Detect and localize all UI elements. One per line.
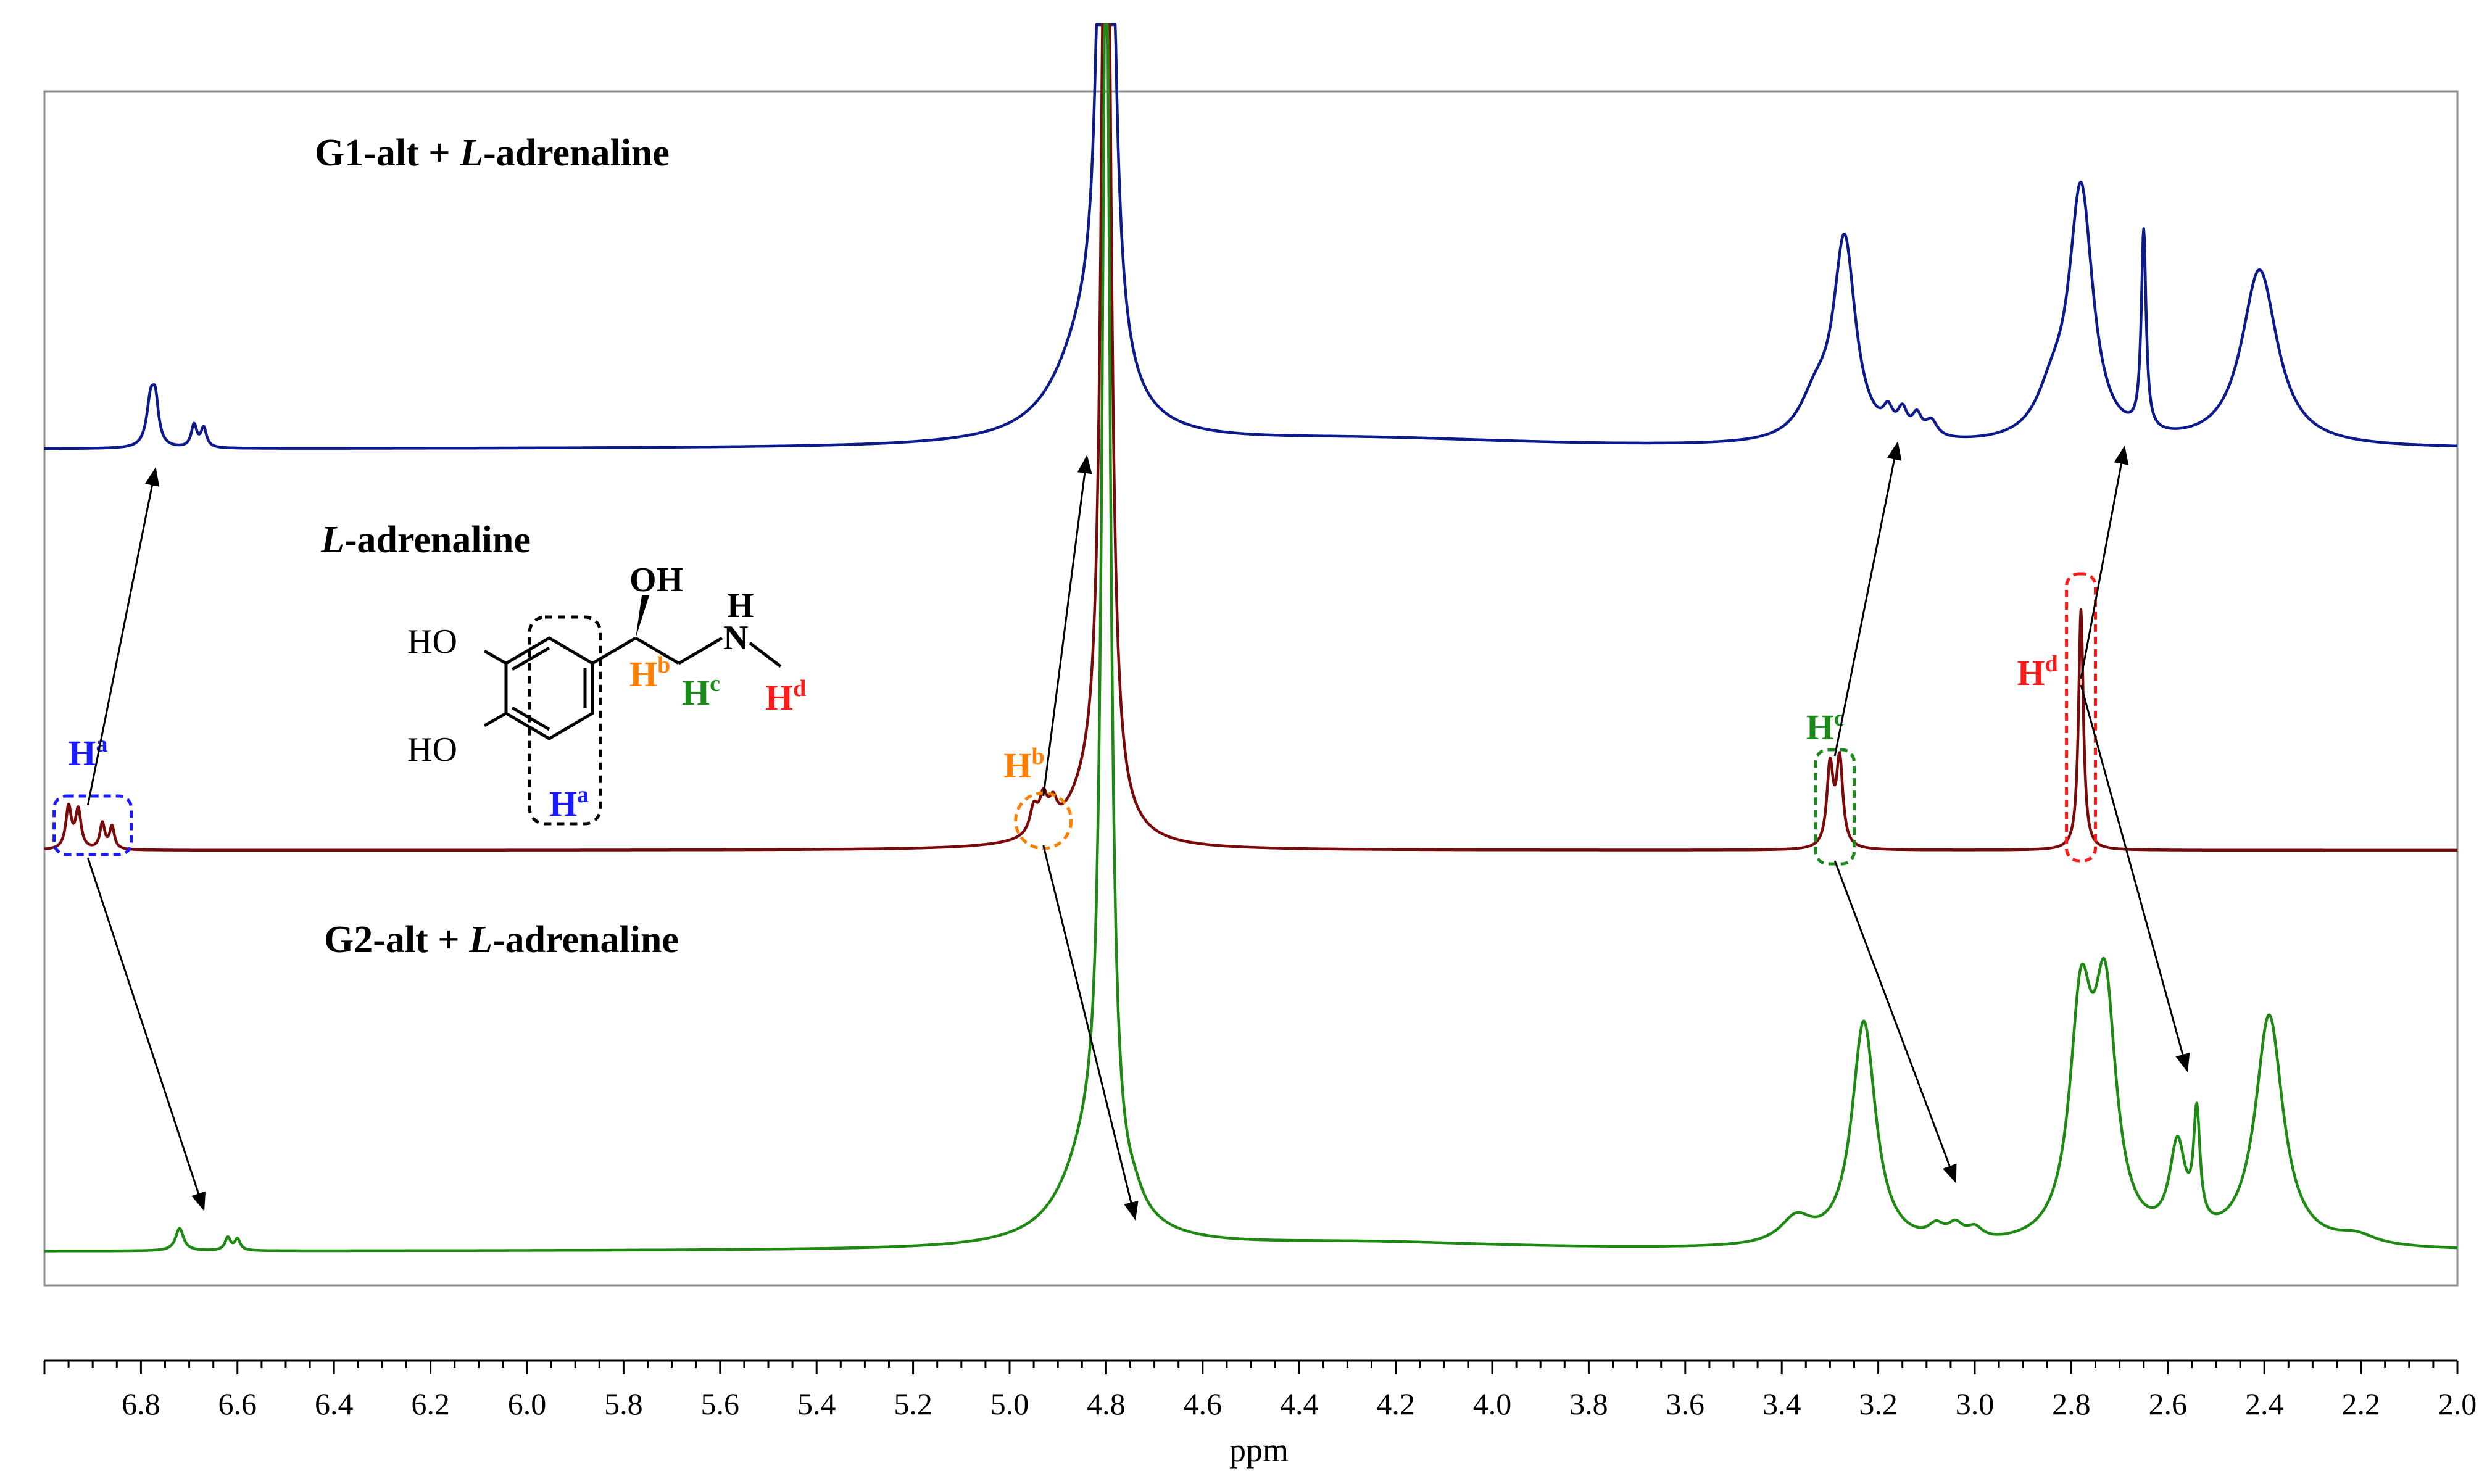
x-tick-label: 5.6 [701,1387,740,1421]
peak-label-ha: Ha [68,731,107,773]
structure-proton-label-c: Hc [682,671,720,713]
structure-proton-label-d: Hd [765,676,806,718]
x-tick-label: 6.2 [411,1387,450,1421]
x-tick-label: 5.0 [990,1387,1029,1421]
spectrum-trace-g2-alt [43,23,2459,1253]
spectrum-label-g1-alt: G1-alt + L-adrenaline [315,132,670,174]
x-tick-label: 3.0 [1956,1387,1995,1421]
shift-arrow-ha-down [86,857,206,1211]
shift-arrow-hc-down [1833,860,1957,1183]
x-tick-label: 2.0 [2438,1387,2477,1421]
x-tick-label: 5.8 [604,1387,643,1421]
x-tick-label: 6.4 [315,1387,354,1421]
plot-frame [43,90,2459,1287]
x-tick-label: 3.8 [1569,1387,1608,1421]
x-axis-label: ppm [1229,1432,1289,1469]
structure-box-ha [528,615,602,826]
spectrum-trace-g1-alt [43,23,2459,450]
shift-arrow-hb-up [1042,455,1092,797]
peak-label-hb: Hb [1003,744,1044,786]
x-tick-label: 4.8 [1087,1387,1126,1421]
peak-label-hd: Hd [2017,651,2058,693]
x-tick-label: 2.8 [2052,1387,2091,1421]
peak-box-hc [1814,748,1856,866]
x-tick-label: 3.6 [1666,1387,1705,1421]
structure-label-amine-n: N [723,619,748,657]
spectrum-trace-l-adrenaline [43,23,2459,852]
x-tick-label: 2.2 [2341,1387,2380,1421]
shift-arrow-ha-up [86,467,160,806]
shift-arrow-hd-down [2080,684,2190,1072]
x-tick-label: 6.0 [508,1387,547,1421]
x-tick-label: 4.6 [1184,1387,1223,1421]
shift-arrow-hc-up [1833,441,1902,757]
wedge-bond [636,595,649,638]
x-tick-label: 2.6 [2149,1387,2188,1421]
structure-proton-label-b: Hb [629,652,670,694]
peak-box-ha [52,794,133,856]
spectrum-label-g2-alt: G2-alt + L-adrenaline [324,919,679,961]
x-axis-ticks: 6.8 6.6 6.4 6.2 6.0 5.8 5.6 5.4 5.2 5.0 4.8 4.6 4.4 4… [43,1361,2477,1421]
spectrum-label-l-adrenaline: L-adrenaline [320,519,531,561]
x-tick-label: 6.8 [122,1387,160,1421]
adrenaline-structure [483,636,782,740]
x-tick-label: 5.2 [894,1387,932,1421]
x-tick-label: 6.6 [218,1387,257,1421]
shift-arrow-hd-up [2080,446,2129,679]
structure-label-amine-h: H [727,587,754,625]
shift-arrow-hb-down [1042,845,1139,1221]
peak-annotations: Ha Hb Hc Hd [52,572,2098,866]
x-tick-label: 5.4 [797,1387,836,1421]
x-tick-label: 3.2 [1859,1387,1898,1421]
x-tick-label: 4.2 [1376,1387,1415,1421]
x-tick-label: 3.4 [1762,1387,1801,1421]
structure-label-oh: OH [629,561,683,599]
peak-label-hc: Hc [1806,705,1845,747]
x-tick-label: 2.4 [2245,1387,2284,1421]
structure-label-ho-bottom: HO [407,731,457,769]
x-tick-label: 4.4 [1280,1387,1319,1421]
shift-arrows [86,441,2190,1221]
peak-box-hd [2065,572,2098,863]
structure-label-ho-top: HO [407,623,457,661]
structure-proton-label-a: Ha [549,782,589,824]
x-tick-label: 4.0 [1473,1387,1512,1421]
peak-box-hb [1014,791,1073,850]
